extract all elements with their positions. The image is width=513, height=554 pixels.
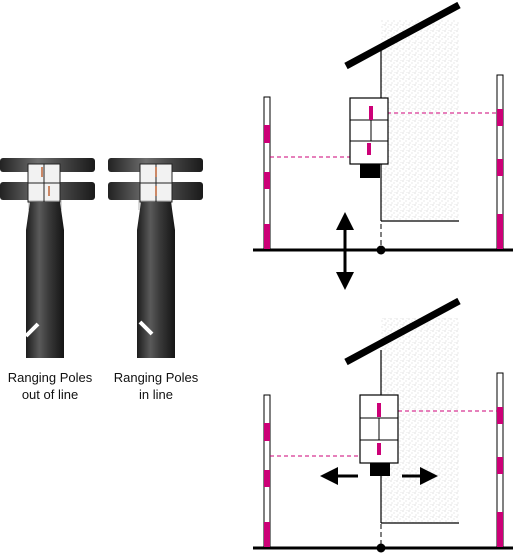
double-arrow-left-right-icon — [320, 467, 438, 485]
optical-plummet-instrument — [349, 97, 389, 178]
double-arrow-up-down-icon — [336, 212, 354, 290]
caption-in-line-line2: in line — [139, 387, 173, 402]
ranging-pole-left — [263, 96, 271, 250]
caption-out-of-line-line1: Ranging Poles — [7, 370, 93, 385]
eyepiece-view-out-of-line — [0, 158, 95, 358]
ranging-pole-right — [496, 74, 504, 250]
caption-out-of-line: Ranging Poles out of line — [0, 369, 105, 403]
caption-in-line-line1: Ranging Poles — [113, 370, 199, 385]
panel-horizontal-adjustment — [253, 297, 513, 553]
caption-out-of-line-line2: out of line — [21, 387, 79, 402]
panel-vertical-adjustment — [253, 1, 513, 290]
caption-in-line: Ranging Poles in line — [101, 369, 211, 403]
optical-plummet-instrument — [359, 394, 399, 476]
ranging-pole-right — [496, 372, 504, 548]
eyepiece-view-in-line — [108, 158, 203, 358]
ranging-pole-left — [263, 394, 271, 548]
